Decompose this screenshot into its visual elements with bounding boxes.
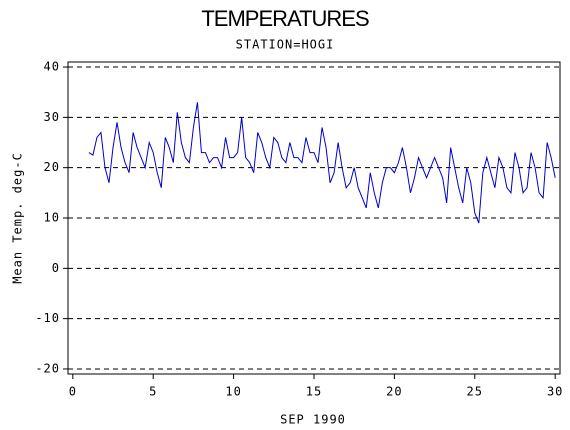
x-tick-label: 15 bbox=[306, 385, 322, 399]
y-tick-label: -10 bbox=[35, 311, 60, 325]
y-tick-label: 20 bbox=[44, 160, 60, 174]
y-tick-label: 10 bbox=[44, 211, 60, 225]
chart-subtitle: STATION=HOGI bbox=[236, 38, 335, 52]
y-axis-label: Mean Temp. deg-C bbox=[11, 152, 25, 284]
x-tick-label: 0 bbox=[69, 385, 77, 399]
chart-title: TEMPERATURES bbox=[201, 6, 369, 31]
x-tick-label: 30 bbox=[547, 385, 563, 399]
x-tick-label: 5 bbox=[149, 385, 157, 399]
data-line bbox=[88, 102, 556, 224]
y-tick-label: 40 bbox=[44, 60, 60, 74]
x-tick-label: 25 bbox=[467, 385, 483, 399]
x-tick-label: 20 bbox=[386, 385, 402, 399]
x-tick-label: 10 bbox=[225, 385, 241, 399]
y-tick-label: -20 bbox=[35, 361, 60, 375]
x-axis-label: SEP 1990 bbox=[280, 413, 346, 427]
y-tick-label: 30 bbox=[44, 110, 60, 124]
y-tick-label: 0 bbox=[52, 261, 60, 275]
